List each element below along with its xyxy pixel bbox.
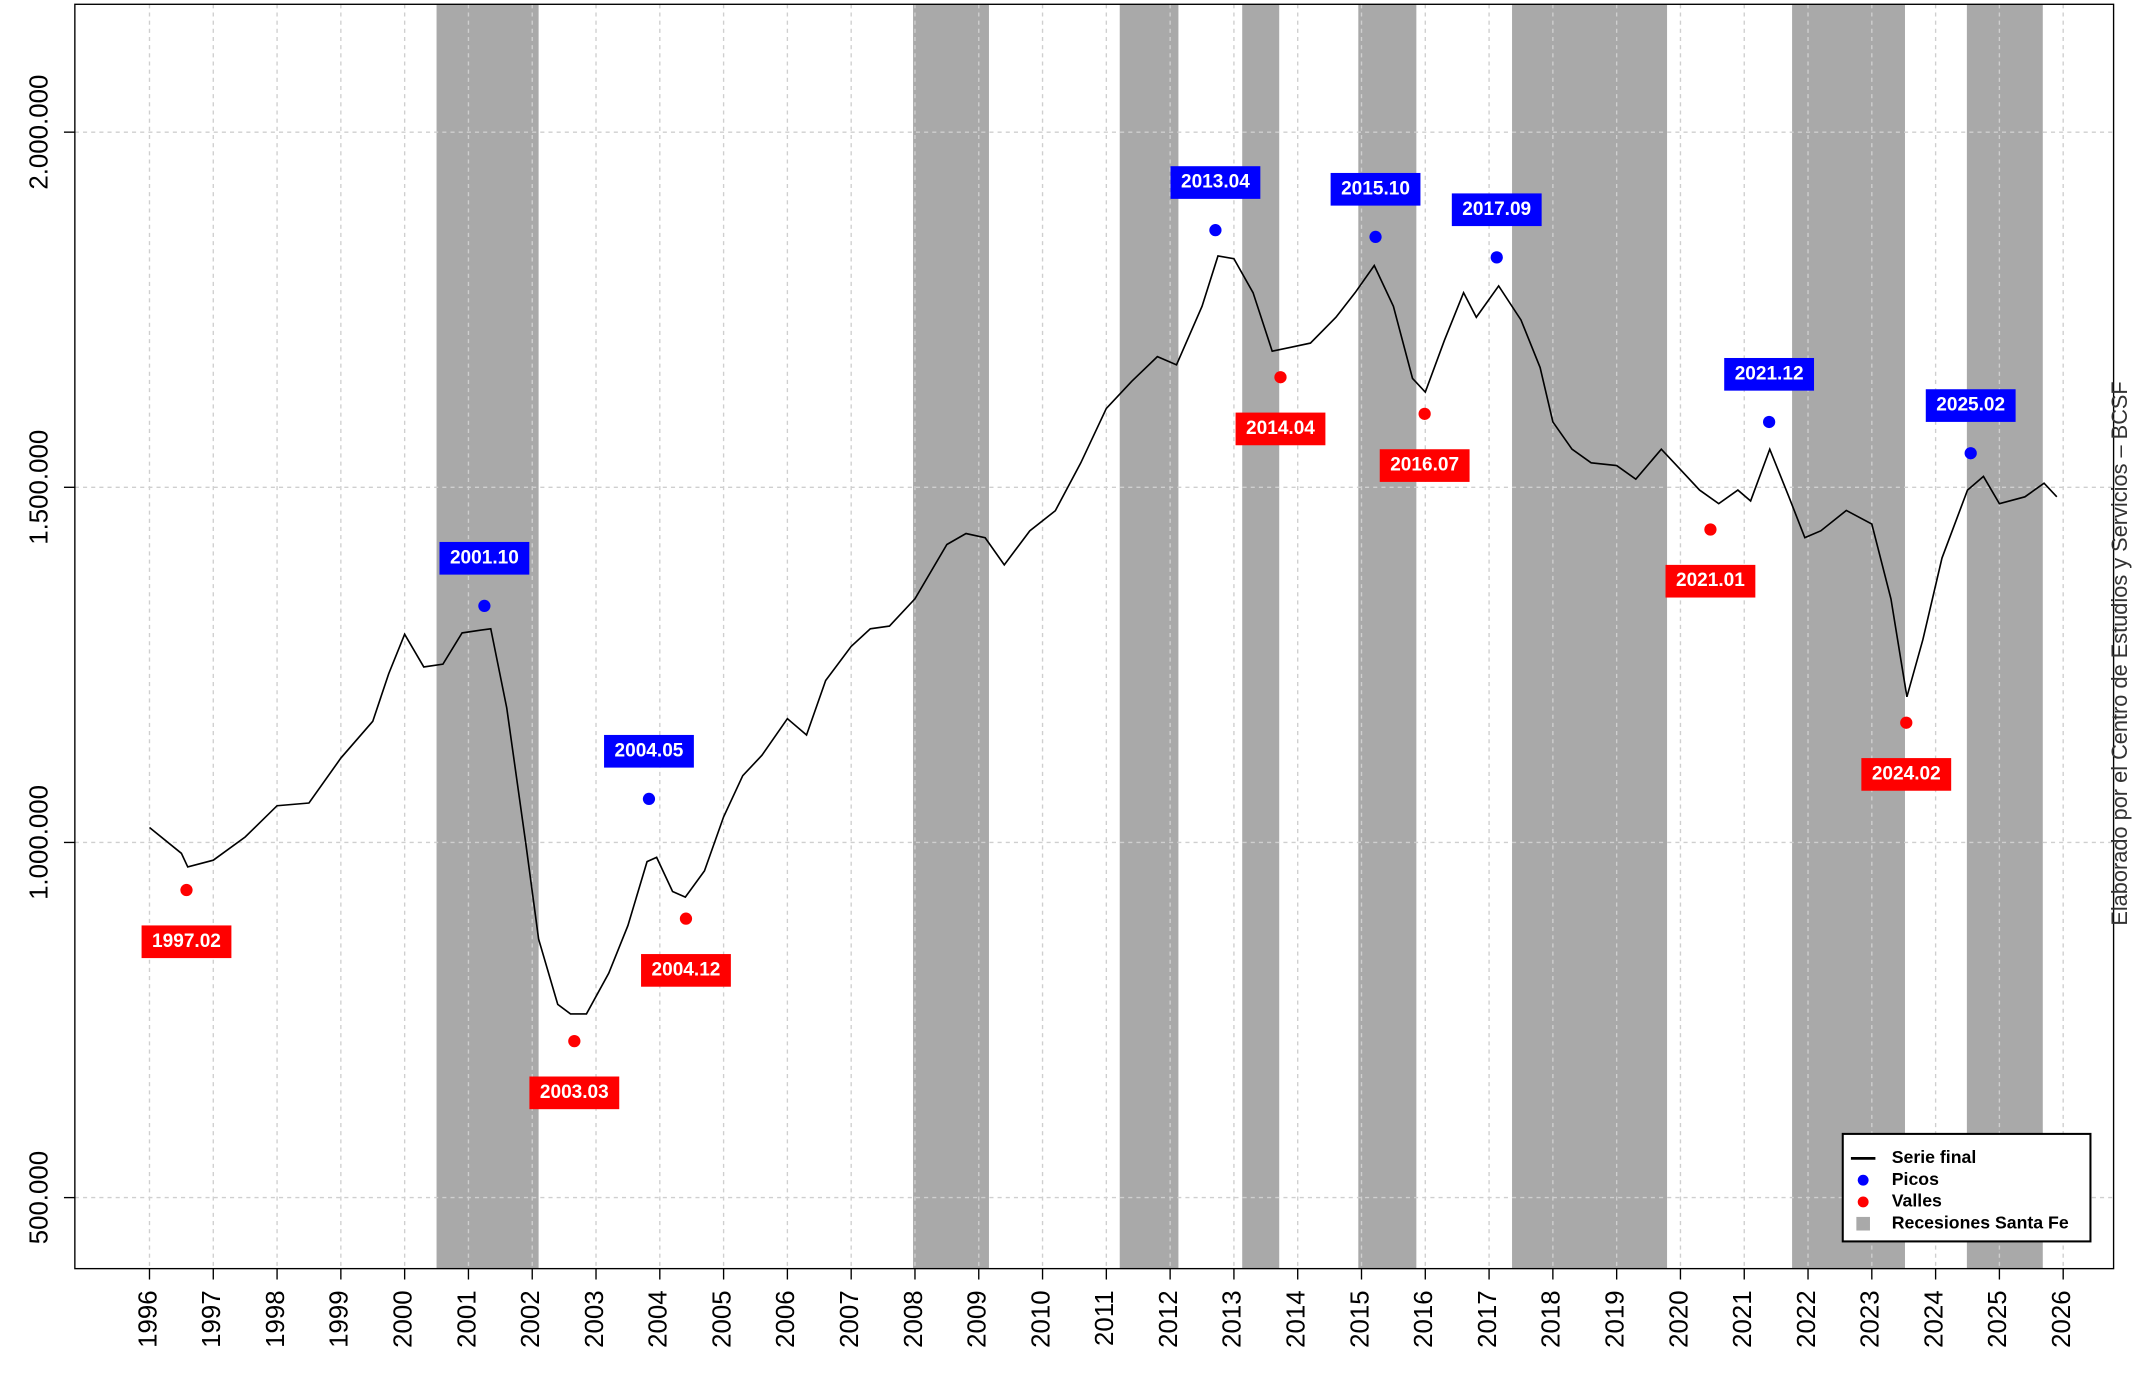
x-tick-label: 2024 [1920, 1290, 1948, 1348]
x-tick-label: 2001 [453, 1290, 481, 1348]
legend-swatch [1857, 1196, 1869, 1208]
series-line [148, 255, 2058, 1015]
x-tick-label: 2011 [1091, 1290, 1119, 1346]
point-label-box [1235, 412, 1326, 446]
recession-band [1358, 4, 1417, 1269]
point-label: 2025.02 [1936, 395, 2005, 416]
x-tick-label: 2014 [1283, 1290, 1311, 1348]
x-tick-label: 2002 [517, 1290, 545, 1348]
x-tick-label: 1997 [198, 1290, 226, 1348]
point-label-box [529, 1076, 620, 1110]
recession-band [1242, 4, 1280, 1269]
recession-band [1966, 4, 2043, 1269]
point [1274, 371, 1287, 384]
x-tick-label: 2009 [964, 1290, 992, 1347]
x-tick-label: 2007 [836, 1290, 864, 1348]
point [478, 599, 491, 613]
x-tick-label: 2003 [581, 1290, 609, 1348]
legend-label: Serie final [1892, 1147, 1977, 1167]
x-tick-label: 2025 [1984, 1290, 2012, 1348]
x-tick-label: 2005 [708, 1290, 736, 1348]
legend-label: Valles [1892, 1191, 1942, 1211]
recession-band [1119, 4, 1179, 1269]
point-label: 2017.09 [1462, 199, 1531, 220]
point [568, 1034, 581, 1048]
x-tick-label: 2004 [645, 1290, 673, 1348]
point-label: 2014.04 [1246, 418, 1315, 439]
point-label-box [1379, 449, 1470, 482]
plot-frame [74, 3, 2115, 1270]
point-label: 2013.04 [1181, 172, 1250, 193]
point [1490, 251, 1503, 264]
x-tick-label: 2023 [1857, 1290, 1885, 1348]
point-label-box [604, 734, 694, 768]
point [679, 912, 693, 925]
point-label: 2021.01 [1676, 570, 1745, 591]
legend-swatch [1857, 1174, 1869, 1186]
x-tick-label: 2006 [772, 1290, 800, 1347]
x-tick-label: 1999 [326, 1290, 354, 1348]
point [642, 792, 656, 806]
point-label-box [1925, 389, 2016, 422]
recession-band [1792, 4, 1905, 1269]
x-tick-label: 2015 [1346, 1290, 1374, 1347]
x-tick-label: 1996 [134, 1290, 162, 1348]
point-label-box [1665, 564, 1756, 598]
x-tick-label: 2000 [389, 1290, 417, 1348]
legend-box [1841, 1132, 2092, 1243]
point-label-box [1861, 758, 1952, 791]
x-tick-label: 2026 [2048, 1290, 2076, 1348]
legend-label: Picos [1892, 1169, 1939, 1189]
y-tick-label: 500.000 [26, 1151, 54, 1244]
point-label: 2024.02 [1872, 763, 1941, 784]
legend-label: Recesiones Santa Fe [1892, 1212, 2069, 1232]
x-tick-label: 1998 [262, 1290, 290, 1348]
point-label: 2004.05 [615, 740, 684, 761]
point-label: 2001.10 [450, 547, 519, 568]
point-label: 2004.12 [652, 959, 721, 980]
y-tick-label: 1.500.000 [26, 430, 54, 545]
y-tick-label: 1.000.000 [26, 785, 54, 900]
point-label-box [439, 541, 530, 575]
x-tick-label: 2010 [1027, 1290, 1055, 1348]
x-tick-label: 2008 [900, 1290, 928, 1347]
point [1704, 523, 1717, 536]
point-label-box [1724, 357, 1815, 391]
point-label-box [641, 954, 731, 987]
recession-band [436, 4, 539, 1269]
point-label: 2003.03 [540, 1082, 609, 1103]
x-tick-label: 2020 [1665, 1290, 1693, 1348]
point-label-box [1330, 172, 1421, 206]
y-tick-label: 2.000.000 [26, 75, 54, 190]
x-tick-label: 2013 [1219, 1290, 1247, 1347]
point-label: 2021.12 [1735, 363, 1804, 384]
point [1762, 415, 1776, 429]
point-label: 2015.10 [1341, 178, 1410, 199]
point [1900, 716, 1913, 729]
point-label: 1997.02 [152, 931, 221, 952]
x-tick-label: 2019 [1601, 1290, 1629, 1348]
point-label-box [1451, 193, 1542, 227]
point-label-box [141, 925, 232, 959]
source-note: Elaborado por el Centro de Estudios y Se… [2107, 381, 2132, 925]
x-tick-label: 2022 [1793, 1290, 1821, 1348]
legend-swatch [1856, 1216, 1870, 1231]
x-tick-label: 2012 [1155, 1290, 1183, 1347]
x-tick-label: 2016 [1410, 1290, 1438, 1348]
recession-band [913, 4, 989, 1269]
point-label-box [1170, 166, 1261, 199]
point-label: 2016.07 [1390, 455, 1459, 476]
point [1964, 447, 1977, 460]
x-tick-label: 2017 [1474, 1290, 1502, 1348]
point [1209, 224, 1222, 237]
x-tick-label: 2018 [1538, 1290, 1566, 1348]
x-tick-label: 2021 [1729, 1290, 1757, 1348]
point [180, 883, 193, 897]
point [1369, 230, 1382, 244]
point [1418, 407, 1431, 420]
